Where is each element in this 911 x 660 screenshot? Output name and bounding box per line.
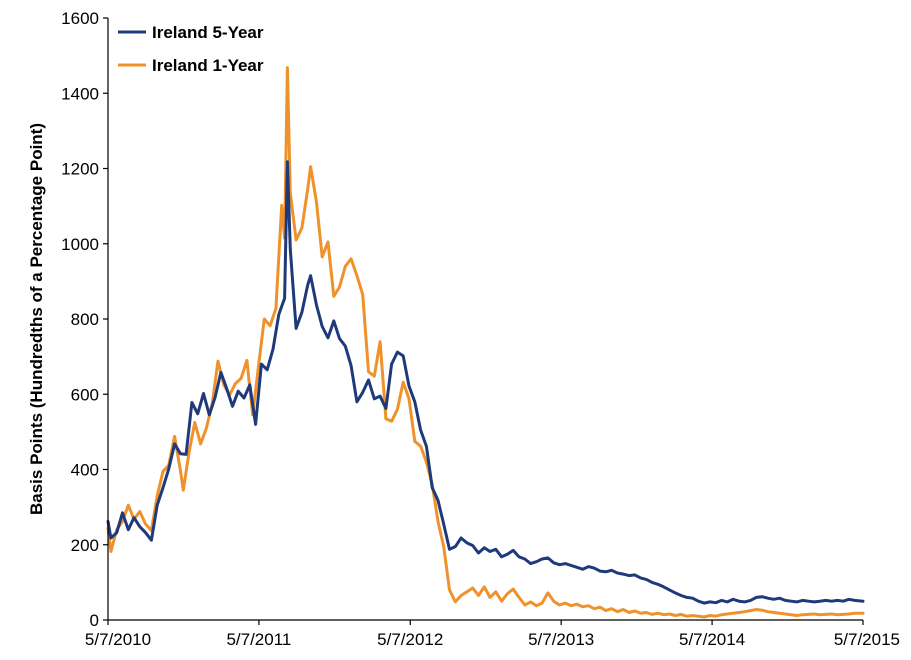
y-tick-label: 600 xyxy=(71,385,99,404)
legend-label: Ireland 1-Year xyxy=(152,56,264,75)
y-tick-label: 1400 xyxy=(61,84,99,103)
legend-label: Ireland 5-Year xyxy=(152,23,264,42)
x-tick-label: 5/7/2013 xyxy=(528,630,594,649)
y-tick-label: 800 xyxy=(71,310,99,329)
series-line-ireland-1-year xyxy=(106,66,865,619)
x-tick-label: 5/7/2011 xyxy=(226,630,291,649)
x-axis-ticks: 5/7/2010 5/7/2011 5/7/2012 5/7/2013 5/7/2014… xyxy=(85,620,900,649)
y-tick-label: 400 xyxy=(71,461,99,480)
x-tick-label: 5/7/2015 xyxy=(834,630,900,649)
y-tick-label: 200 xyxy=(71,536,99,555)
x-tick-label: 5/7/2014 xyxy=(679,630,745,649)
y-tick-label: 1000 xyxy=(61,235,99,254)
y-tick-label: 1200 xyxy=(61,160,99,179)
legend: Ireland 5-Year Ireland 1-Year xyxy=(118,23,264,75)
y-tick-label: 0 xyxy=(90,611,99,630)
x-tick-label: 5/7/2012 xyxy=(377,630,443,649)
y-axis-title: Basis Points (Hundredths of a Percentage… xyxy=(27,123,46,515)
x-tick-label: 5/7/2010 xyxy=(85,630,151,649)
y-axis-ticks: 0 200 400 600 800 1000 1200 1400 1600 xyxy=(61,9,108,630)
series-layer xyxy=(106,66,865,619)
series-line-ireland-5-year xyxy=(106,160,865,605)
y-tick-label: 1600 xyxy=(61,9,99,28)
